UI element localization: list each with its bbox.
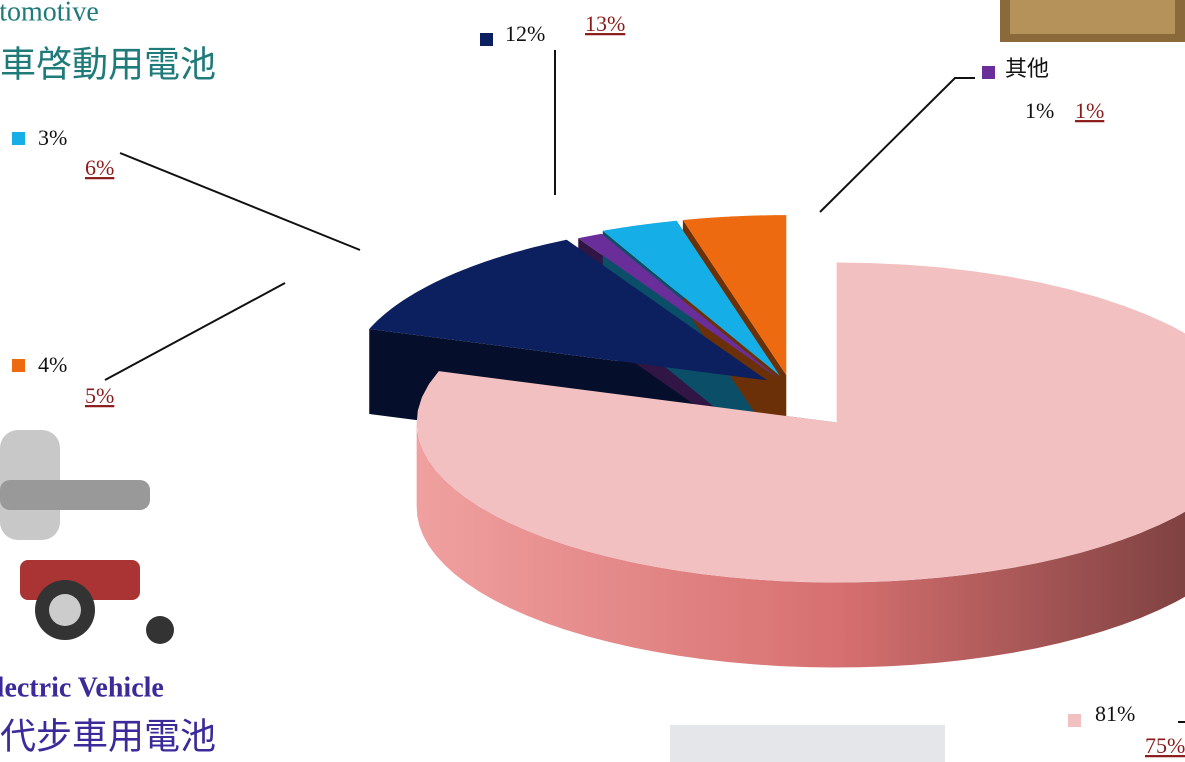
wheelchair-image — [0, 430, 174, 644]
pie-slice — [682, 215, 787, 376]
pie-slice — [416, 262, 1185, 583]
pie-slice — [602, 220, 780, 376]
leader-line — [819, 77, 975, 213]
legend-swatch — [12, 359, 25, 372]
value-label: 1% — [1025, 98, 1054, 123]
value-label: 3% — [38, 125, 67, 150]
leader-line — [104, 282, 286, 381]
annotation: 電動代步車用電池 — [0, 716, 216, 756]
compare-label: 1% — [1075, 98, 1104, 123]
legend-swatch — [480, 33, 493, 46]
pie-slice — [578, 233, 779, 379]
legend-swatch — [982, 66, 995, 79]
pie-slice — [369, 239, 768, 381]
category-label: 其他 — [1005, 57, 1049, 82]
value-label: 12% — [505, 21, 545, 46]
compare-label: 6% — [85, 155, 114, 180]
legend-swatch — [1068, 714, 1081, 727]
annotation: 汽車啓動用電池 — [0, 44, 216, 84]
value-label: 4% — [38, 352, 67, 377]
annotation: Electric Vehicle — [0, 672, 164, 703]
compare-label: 13% — [585, 11, 625, 36]
leader-line — [119, 152, 361, 251]
legend-swatch — [12, 132, 25, 145]
compare-label: 75% — [1145, 733, 1185, 758]
photo-detail — [1010, 0, 1175, 34]
value-label: 81% — [1095, 701, 1135, 726]
compare-label: 5% — [85, 383, 114, 408]
annotation: Automotive — [0, 0, 99, 27]
ups-image — [670, 725, 945, 762]
slice-wall — [416, 420, 1185, 668]
